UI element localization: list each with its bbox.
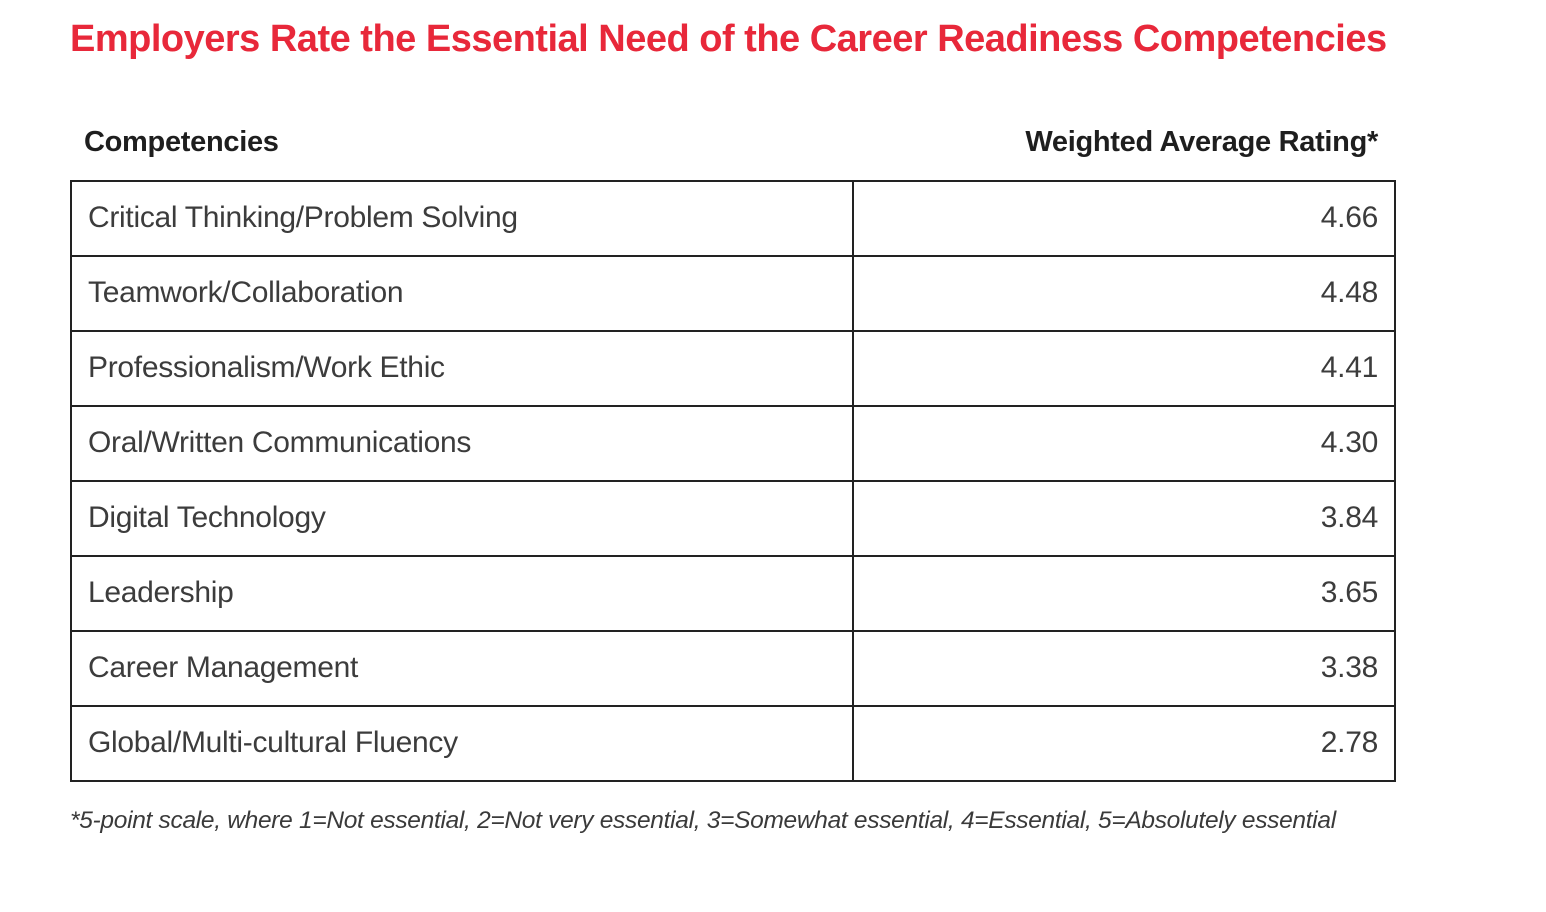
competency-cell: Career Management	[70, 629, 854, 707]
figure: Employers Rate the Essential Need of the…	[70, 18, 1474, 835]
column-header-weighted-average-rating: Weighted Average Rating*	[1025, 125, 1378, 158]
column-header-competencies: Competencies	[84, 125, 279, 158]
table-row: Digital Technology 3.84	[70, 479, 1396, 557]
table-row: Teamwork/Collaboration 4.48	[70, 254, 1396, 332]
rating-cell: 3.38	[852, 629, 1396, 707]
rating-cell: 4.30	[852, 404, 1396, 482]
figure-title: Employers Rate the Essential Need of the…	[70, 18, 1387, 60]
column-headers: Competencies Weighted Average Rating*	[70, 126, 1394, 159]
rating-cell: 2.78	[852, 704, 1396, 782]
scale-footnote: *5-point scale, where 1=Not essential, 2…	[70, 806, 1336, 834]
rating-cell: 4.48	[852, 254, 1396, 332]
competency-cell: Oral/Written Communications	[70, 404, 854, 482]
rating-cell: 4.66	[852, 179, 1396, 257]
rating-cell: 4.41	[852, 329, 1396, 407]
table-row: Global/Multi-cultural Fluency 2.78	[70, 704, 1396, 782]
table-row: Critical Thinking/Problem Solving 4.66	[70, 179, 1396, 257]
rating-cell: 3.84	[852, 479, 1396, 557]
competencies-table: Critical Thinking/Problem Solving 4.66 T…	[70, 179, 1396, 782]
competency-cell: Teamwork/Collaboration	[70, 254, 854, 332]
table-row: Career Management 3.38	[70, 629, 1396, 707]
rating-cell: 3.65	[852, 554, 1396, 632]
table-row: Oral/Written Communications 4.30	[70, 404, 1396, 482]
competency-cell: Digital Technology	[70, 479, 854, 557]
competency-cell: Leadership	[70, 554, 854, 632]
competency-cell: Critical Thinking/Problem Solving	[70, 179, 854, 257]
table-row: Leadership 3.65	[70, 554, 1396, 632]
competency-cell: Global/Multi-cultural Fluency	[70, 704, 854, 782]
competency-cell: Professionalism/Work Ethic	[70, 329, 854, 407]
table-row: Professionalism/Work Ethic 4.41	[70, 329, 1396, 407]
